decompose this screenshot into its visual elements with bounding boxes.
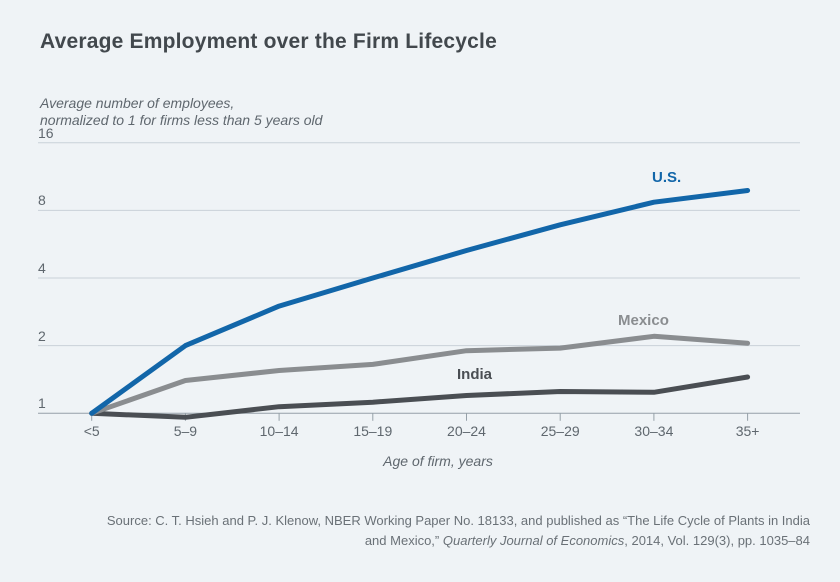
x-axis-title: Age of firm, years <box>383 453 493 469</box>
series-line-us <box>89 188 751 416</box>
source-line-2-suffix: , 2014, Vol. 129(3), pp. 1035–84 <box>624 533 810 548</box>
page-title: Average Employment over the Firm Lifecyc… <box>40 30 497 53</box>
source-line-2: and Mexico,” Quarterly Journal of Econom… <box>20 531 810 551</box>
series-line-mexico <box>89 333 751 416</box>
source-line-1: Source: C. T. Hsieh and P. J. Klenow, NB… <box>106 513 810 528</box>
source-line-2-prefix: and Mexico,” <box>364 533 443 548</box>
source-journal-name: Quarterly Journal of Economics <box>442 533 625 548</box>
y-axis-note-line-2: normalized to 1 for firms less than 5 ye… <box>40 112 323 128</box>
series-line-india <box>89 374 751 420</box>
y-axis-note: Average number of employees, normalized … <box>40 95 322 129</box>
y-axis-note-line-1: Average number of employees, <box>40 95 235 111</box>
source-note: Source: C. T. Hsieh and P. J. Klenow, NB… <box>20 511 810 551</box>
